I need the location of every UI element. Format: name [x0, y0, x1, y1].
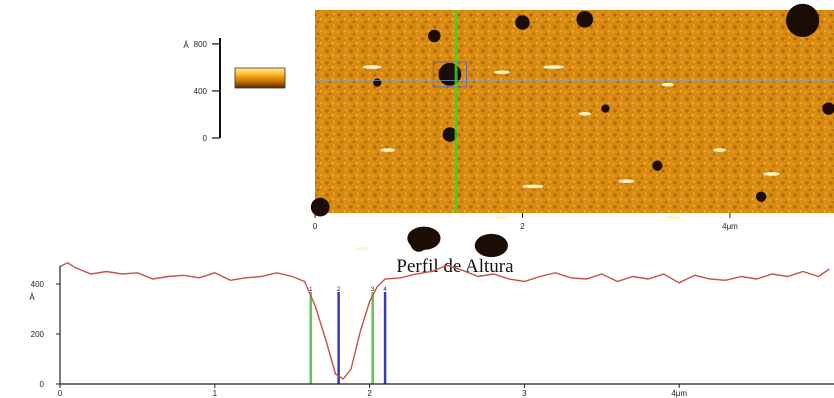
- surface-pit: [428, 29, 441, 43]
- colorbar-tick-label: 400: [194, 87, 208, 96]
- surface-pit: [755, 191, 767, 202]
- colorbar-ticks: 0 400 800: [194, 40, 220, 143]
- surface-pit: [373, 78, 382, 87]
- profile-cursor-markers: 1 2 3 4: [309, 287, 387, 384]
- profile-x-ticks: 0 1 2 3 4μm: [58, 384, 687, 398]
- colorbar-tick-label: 0: [203, 134, 208, 143]
- bright-fleck: [522, 184, 544, 189]
- profile-cursor-label: 2: [337, 287, 341, 293]
- colorbar: Å 0 400 800: [183, 38, 286, 143]
- surface-pit: [822, 102, 834, 115]
- bright-fleck: [713, 148, 726, 152]
- afm-height-map: [310, 3, 834, 258]
- surface-pit: [786, 3, 820, 37]
- bright-fleck: [543, 65, 564, 69]
- colorbar-tick-label: 800: [194, 40, 208, 49]
- profile-y-ticks: 0 200 400: [31, 280, 60, 389]
- bright-fleck: [618, 179, 635, 183]
- profile-x-tick-label: 3: [522, 389, 527, 398]
- profile-cursor-label: 1: [309, 287, 313, 293]
- profile-x-tick-label: 4μm: [671, 389, 687, 398]
- profile-x-tick-label: 2: [367, 389, 372, 398]
- bright-fleck: [578, 111, 591, 116]
- profile-y-tick-label: 200: [31, 330, 45, 339]
- surface-pit: [442, 127, 458, 142]
- selected-pit: [438, 62, 462, 86]
- large-surface-pit: [474, 233, 508, 258]
- profile-cursor-label: 3: [371, 287, 375, 293]
- profile-cursor-label: 4: [383, 287, 387, 293]
- afm-x-axis: 0 2 4μm: [313, 213, 738, 231]
- surface-pit: [601, 104, 610, 113]
- bright-fleck: [493, 70, 510, 75]
- bright-fleck: [494, 215, 510, 220]
- bright-fleck: [763, 172, 780, 176]
- profile-y-tick-label: 400: [31, 280, 45, 289]
- surface-pit: [652, 160, 663, 171]
- surface-pit: [576, 11, 594, 28]
- selected-pit-box[interactable]: [432, 61, 467, 88]
- bright-fleck: [354, 246, 369, 251]
- bright-fleck: [665, 215, 681, 220]
- afm-x-tick-label: 4μm: [722, 222, 738, 231]
- large-surface-pit: [407, 226, 441, 250]
- profile-x-tick-label: 0: [58, 389, 63, 398]
- afm-x-tick-label: 0: [313, 222, 318, 231]
- profile-series-line: [59, 261, 830, 380]
- bright-fleck: [380, 148, 395, 152]
- profile-x-tick-label: 1: [213, 389, 218, 398]
- profile-y-unit-label: Å: [29, 293, 35, 302]
- profile-y-tick-label: 0: [40, 380, 45, 389]
- bright-fleck: [362, 65, 382, 69]
- colorbar-unit-label: Å: [183, 41, 189, 50]
- colorbar-swatch: [234, 67, 286, 89]
- surface-pit: [310, 197, 330, 217]
- height-profile-chart: Å 1 2 3 4 0 200 400 0 1 2 3 4μm: [29, 261, 834, 398]
- surface-pit: [515, 15, 530, 30]
- bright-fleck: [661, 82, 674, 87]
- afm-image-surface: [315, 10, 834, 213]
- afm-x-tick-label: 2: [520, 222, 525, 231]
